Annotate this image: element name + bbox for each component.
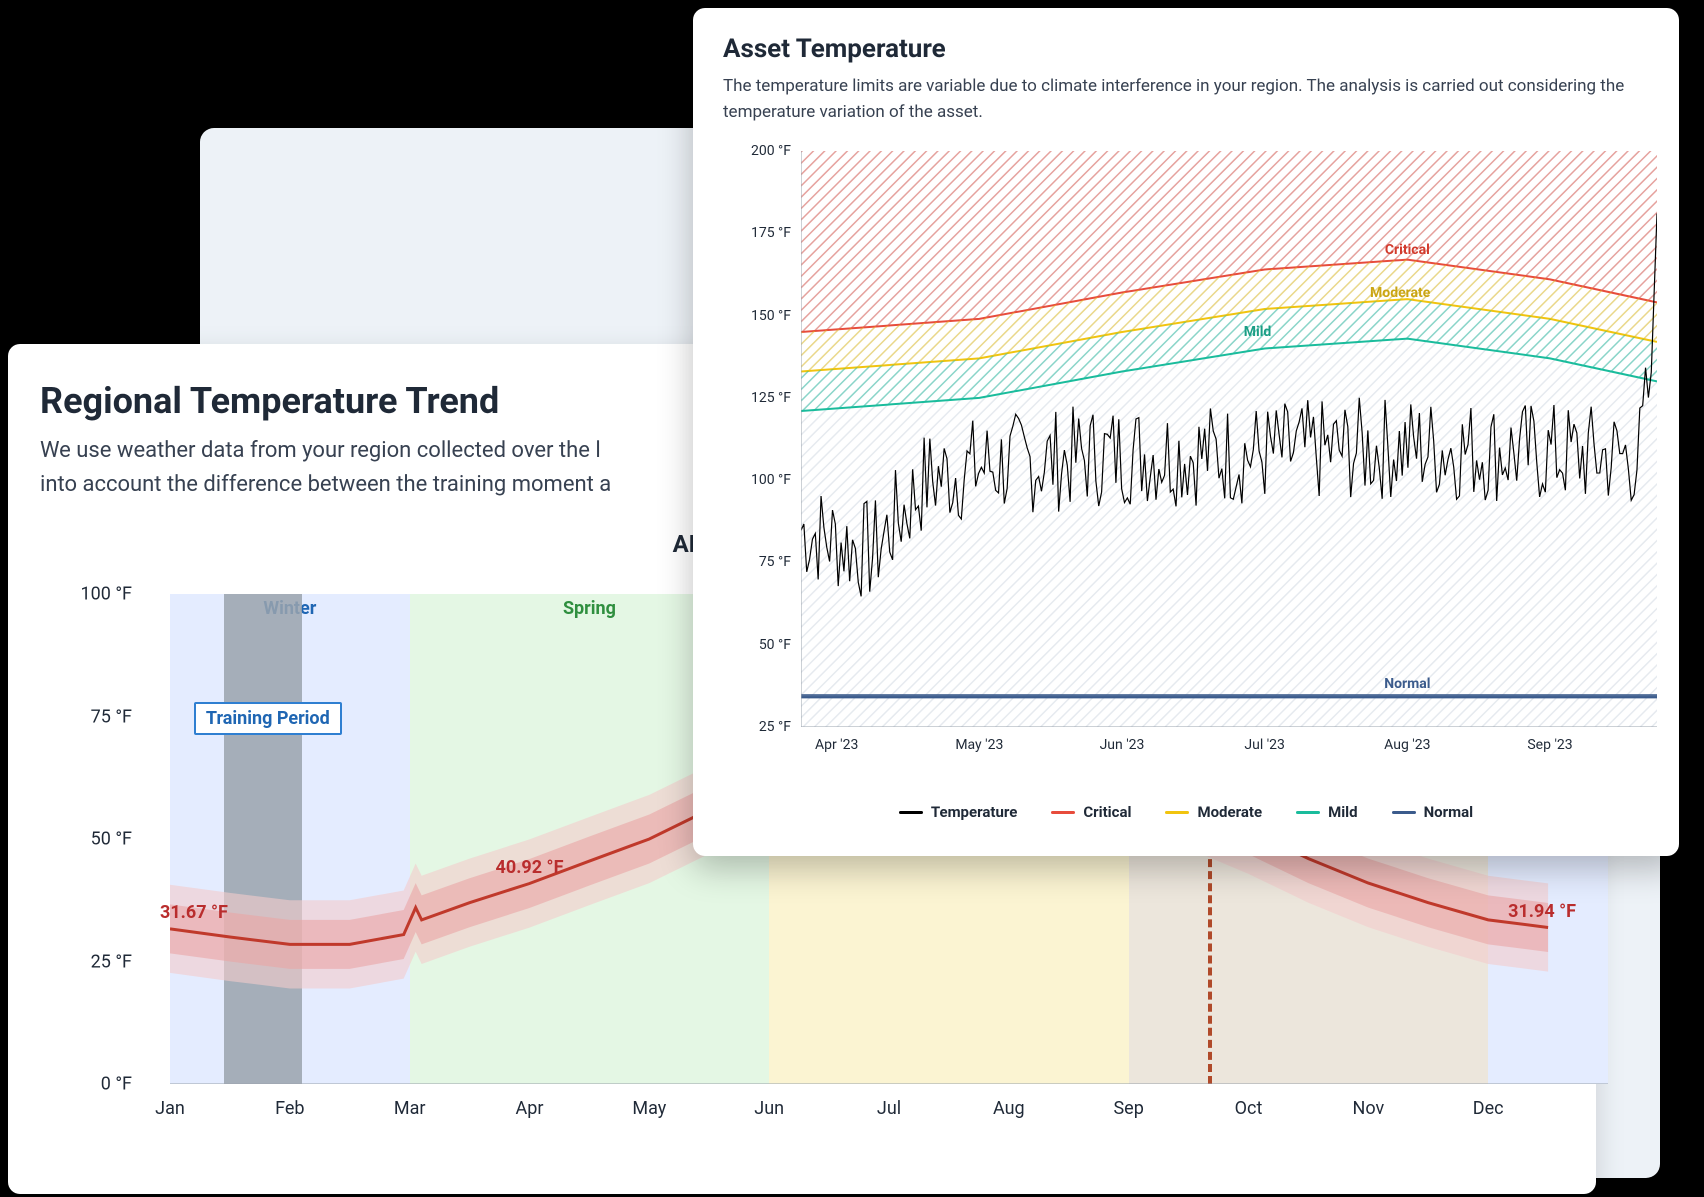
regional-x-tick: Oct: [1235, 1098, 1263, 1119]
regional-y-tick: 25 °F: [42, 951, 132, 972]
legend-label: Moderate: [1197, 803, 1262, 821]
legend-item-critical[interactable]: Critical: [1051, 803, 1131, 821]
asset-x-tick: Sep '23: [1527, 737, 1572, 753]
asset-title: Asset Temperature: [723, 34, 1649, 64]
asset-series-svg: [801, 151, 1657, 727]
asset-x-tick: Aug '23: [1384, 737, 1430, 753]
legend-label: Critical: [1083, 803, 1131, 821]
regional-x-tick: Aug: [993, 1098, 1025, 1119]
legend-item-moderate[interactable]: Moderate: [1165, 803, 1262, 821]
legend-label: Mild: [1328, 803, 1358, 821]
regional-desc-line2: into account the difference between the …: [40, 472, 611, 497]
asset-band-label-critical: Critical: [1385, 242, 1430, 258]
regional-y-tick: 75 °F: [42, 706, 132, 727]
asset-plot-area[interactable]: Critical Moderate Mild Normal: [801, 151, 1657, 727]
asset-x-tick: Jul '23: [1244, 737, 1285, 753]
asset-y-axis: 25 °F50 °F75 °F100 °F125 °F150 °F175 °F2…: [723, 151, 801, 727]
asset-y-tick: 125 °F: [726, 390, 791, 406]
legend-swatch: [899, 811, 923, 814]
regional-x-tick: Jun: [754, 1098, 784, 1119]
asset-legend: Temperature Critical Moderate Mild Normal: [723, 803, 1649, 821]
regional-x-tick: Dec: [1473, 1098, 1504, 1119]
regional-y-axis: 0 °F25 °F50 °F75 °F100 °F: [40, 594, 170, 1084]
regional-x-tick: May: [632, 1098, 666, 1119]
regional-x-tick: Jan: [155, 1098, 185, 1119]
asset-x-tick: May '23: [955, 737, 1003, 753]
regional-value-label: 40.92 °F: [496, 857, 564, 878]
asset-y-tick: 200 °F: [726, 143, 791, 159]
regional-x-tick: Jul: [877, 1098, 901, 1119]
asset-y-tick: 50 °F: [726, 637, 791, 653]
asset-x-tick: Jun '23: [1100, 737, 1145, 753]
regional-y-tick: 0 °F: [42, 1074, 132, 1095]
regional-value-label: 31.94 °F: [1508, 901, 1576, 922]
legend-item-mild[interactable]: Mild: [1296, 803, 1358, 821]
legend-label: Temperature: [931, 803, 1017, 821]
asset-band-label-normal: Normal: [1384, 676, 1430, 692]
asset-chart: 25 °F 50 °F 75 °F 100 °F 125 °F 150 °F 175 °F 2…: [723, 137, 1649, 797]
asset-y-tick: 25 °F: [726, 719, 791, 735]
legend-swatch: [1051, 811, 1075, 814]
regional-x-tick: Mar: [394, 1098, 426, 1119]
regional-x-tick: Feb: [275, 1098, 304, 1119]
legend-item-normal[interactable]: Normal: [1392, 803, 1474, 821]
regional-x-tick: Nov: [1352, 1098, 1384, 1119]
asset-x-tick: Apr '23: [815, 737, 858, 753]
regional-value-label: 31.67 °F: [160, 902, 228, 923]
regional-x-axis: JanFebMarAprMayJunJulAugSepOctNovDec: [170, 1084, 1608, 1124]
asset-y-tick: 75 °F: [726, 554, 791, 570]
legend-swatch: [1165, 811, 1189, 814]
asset-y-tick: 175 °F: [726, 225, 791, 241]
legend-swatch: [1296, 811, 1320, 814]
legend-label: Normal: [1424, 803, 1474, 821]
asset-description: The temperature limits are variable due …: [723, 74, 1649, 125]
asset-temperature-card: Asset Temperature The temperature limits…: [693, 8, 1679, 856]
asset-x-axis: Apr '23 May '23 Jun '23 Jul '23 Aug '23 Sep '…: [801, 731, 1657, 757]
legend-swatch: [1392, 811, 1416, 814]
regional-desc-line1: We use weather data from your region col…: [40, 438, 601, 463]
regional-y-tick: 100 °F: [42, 584, 132, 605]
asset-band-label-moderate: Moderate: [1370, 285, 1430, 301]
regional-x-tick: Apr: [516, 1098, 544, 1119]
regional-x-tick: Sep: [1113, 1098, 1143, 1119]
asset-y-tick: 150 °F: [726, 308, 791, 324]
legend-item-temperature[interactable]: Temperature: [899, 803, 1017, 821]
asset-y-tick: 100 °F: [726, 472, 791, 488]
asset-band-label-mild: Mild: [1244, 324, 1272, 340]
regional-y-tick: 50 °F: [42, 829, 132, 850]
